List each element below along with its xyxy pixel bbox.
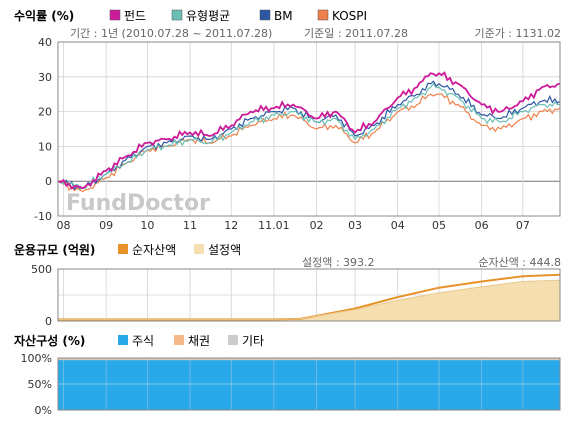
returns-y-tick-label-3: 20 (38, 106, 52, 119)
returns-y-tick-label-0: -10 (34, 210, 52, 223)
legend-label-net-assets: 순자산액 (132, 243, 176, 257)
size-y-tick-label-2: 500 (31, 263, 52, 276)
returns-series-line-3 (57, 93, 561, 193)
returns-series-line-0 (57, 71, 561, 190)
returns-x-tick-label-0: 08 (57, 219, 71, 232)
returns-x-tick-label-6: 02 (310, 219, 324, 232)
returns-y-tick-label-2: 10 (38, 140, 52, 153)
returns-x-tick-label-2: 10 (140, 219, 154, 232)
legend-label-stock: 주식 (132, 334, 154, 348)
legend-swatch-setup (194, 244, 204, 254)
legend-label-fund: 펀드 (124, 9, 146, 23)
size-areas (58, 273, 561, 321)
allocation-areas (58, 358, 560, 410)
allocation-band-0 (58, 360, 560, 410)
size-title: 운용규모 (억원) (14, 242, 95, 257)
legend-swatch-stock (118, 335, 128, 345)
legend-label-setup: 설정액 (208, 243, 241, 257)
allocation-y-tick-label-1: 50% (28, 378, 52, 391)
legend-swatch-type-avg (171, 9, 183, 21)
returns-x-tick-label-4: 12 (224, 219, 238, 232)
base-price-info: 기준가 : 1131.02 (474, 27, 561, 40)
allocation-y-tick-label-2: 100% (21, 352, 52, 365)
allocation-plot-frame (57, 357, 561, 411)
returns-axes: -10 0 10 20 30 40 08 09 10 11 12 11.01 02 03 04 05 06 07 (34, 36, 530, 232)
legend-swatch-kospi (317, 9, 329, 21)
returns-y-tick-label-1: 0 (45, 175, 52, 188)
returns-x-tick-label-3: 11 (183, 219, 197, 232)
returns-lines (57, 71, 561, 193)
returns-x-tick-label-9: 05 (432, 219, 446, 232)
base-date-info: 기준일 : 2011.07.28 (304, 26, 408, 40)
net-assets-info: 순자산액 : 444.8 (478, 256, 561, 269)
returns-x-tick-label-10: 06 (475, 219, 489, 232)
allocation-band-1 (58, 359, 560, 361)
watermark: FundDoctor (66, 191, 210, 216)
returns-grid (58, 41, 560, 217)
legend-swatch-fund (109, 9, 121, 21)
returns-x-tick-label-1: 09 (99, 219, 113, 232)
returns-x-tick-label-7: 03 (348, 219, 362, 232)
allocation-y-tick-label-0: 0% (35, 404, 52, 417)
returns-title: 수익률 (%) (14, 9, 74, 23)
legend-label-other: 기타 (242, 334, 264, 348)
returns-series-line-1 (57, 82, 561, 190)
size-axes: 0 500 (31, 263, 52, 328)
size-y-tick-label-0: 0 (45, 315, 52, 328)
allocation-axes: 0% 50% 100% (21, 352, 52, 417)
allocation-title: 자산구성 (%) (14, 333, 85, 348)
returns-plot-frame (57, 41, 561, 217)
period-info: 기간 : 1년 (2010.07.28 ~ 2011.07.28) (70, 27, 272, 40)
setup-info: 설정액 : 393.2 (302, 256, 375, 269)
setup-area (58, 280, 560, 321)
allocation-band-2 (58, 358, 560, 360)
returns-y-tick-label-5: 40 (38, 36, 52, 49)
returns-series-line-2 (57, 80, 561, 191)
returns-x-tick-label-5: 11.01 (258, 219, 290, 232)
legend-swatch-bm (259, 9, 271, 21)
returns-x-tick-label-11: 07 (516, 219, 530, 232)
legend-label-bond: 채권 (188, 334, 210, 348)
legend-label-kospi: KOSPI (332, 9, 367, 23)
legend-swatch-net-assets (118, 244, 128, 254)
legend-swatch-bond (174, 335, 184, 345)
returns-y-tick-label-4: 30 (38, 71, 52, 84)
legend-label-bm: BM (274, 9, 293, 23)
legend-swatch-other (228, 335, 238, 345)
setup-line (58, 279, 561, 320)
size-plot-frame (57, 268, 561, 322)
returns-x-tick-label-8: 04 (391, 219, 405, 232)
legend-label-type-avg: 유형평균 (186, 9, 230, 23)
